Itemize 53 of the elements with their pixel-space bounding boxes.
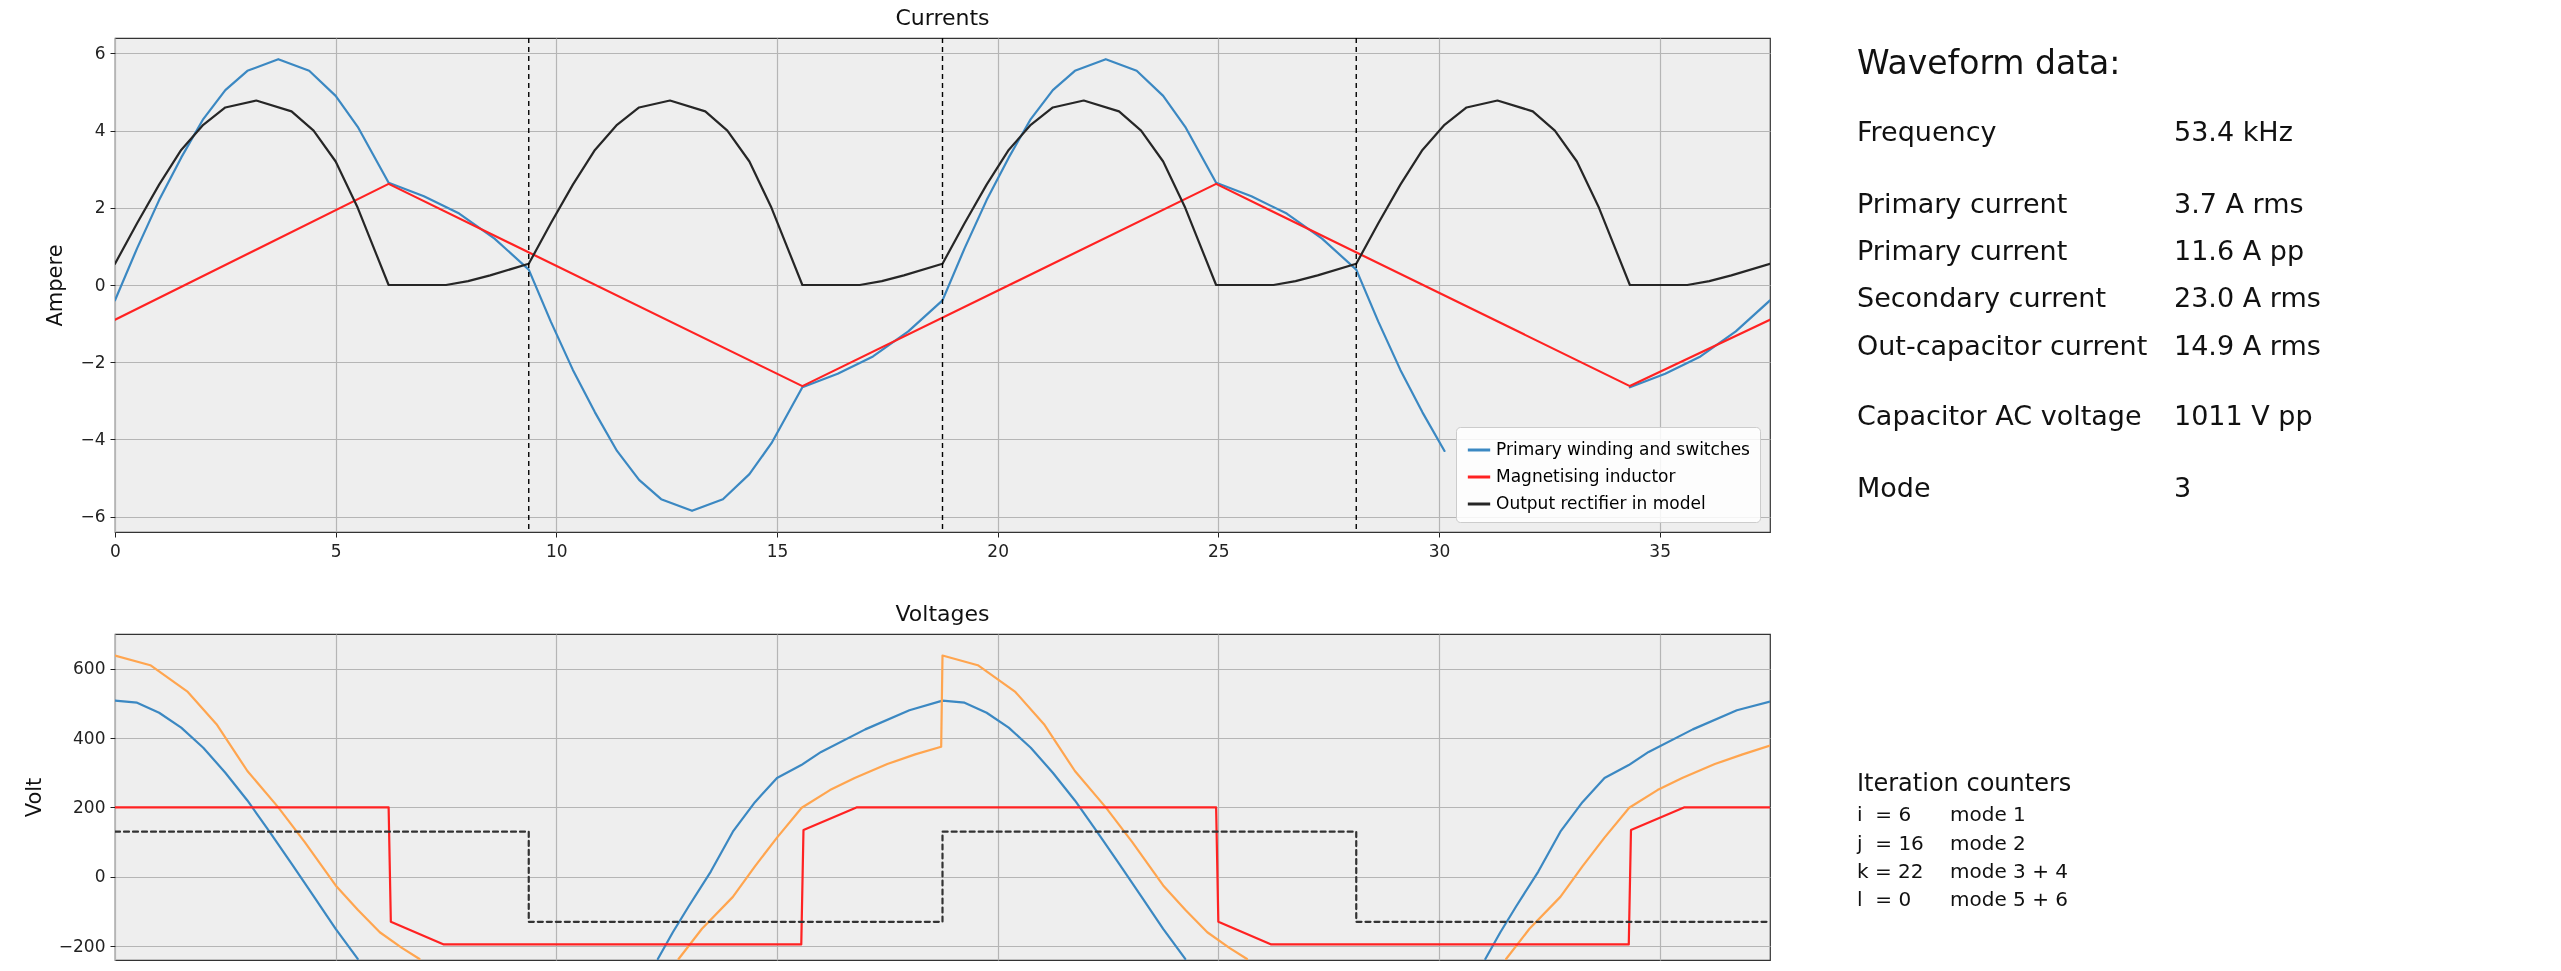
- text: 14.9 A rms: [2174, 329, 2321, 361]
- x-tick-label: 10: [546, 540, 568, 561]
- line-series: [115, 99, 1770, 287]
- text: k = 22: [1857, 859, 1924, 883]
- text: mode 2: [1950, 831, 2026, 855]
- y-tick-label: 6: [94, 42, 106, 63]
- y-tick-label: −2: [80, 351, 106, 372]
- text: Mode: [1857, 471, 1931, 503]
- y-tick-label: 2: [94, 197, 106, 218]
- y-tick-label: 0: [94, 274, 106, 295]
- legend-label: Magnetising inductor: [1496, 466, 1676, 486]
- x-tick-label: 0: [110, 540, 121, 561]
- x-tick-label: 5: [330, 540, 342, 561]
- text: Iteration counters: [1857, 769, 2072, 797]
- text: 1011 V pp: [2174, 399, 2313, 431]
- text: mode 1: [1950, 802, 2026, 826]
- legend-label: Primary winding and switches: [1496, 439, 1751, 459]
- y-tick-label: −200: [58, 935, 106, 956]
- text: 3: [2174, 471, 2192, 503]
- text: Primary current: [1857, 234, 2068, 266]
- y-tick-label: −6: [80, 506, 106, 527]
- text: Waveform data:: [1857, 42, 2121, 82]
- text: i = 6: [1857, 802, 1912, 826]
- x-tick-label: 30: [1428, 540, 1451, 561]
- text: mode 3 + 4: [1950, 859, 2068, 883]
- chart-title: Voltages: [895, 601, 990, 626]
- line-series: [115, 806, 1770, 946]
- text: Frequency: [1857, 115, 1997, 147]
- text: l = 0: [1857, 887, 1912, 911]
- chart-title: Currents: [895, 5, 990, 30]
- text: 3.7 A rms: [2174, 187, 2304, 219]
- text: Secondary current: [1857, 281, 2106, 313]
- y-tick-label: 4: [94, 120, 106, 141]
- x-tick-label: 25: [1208, 540, 1230, 561]
- y-tick-label: 600: [73, 658, 106, 679]
- x-tick-label: 20: [987, 540, 1009, 561]
- y-tick-label: 200: [73, 796, 106, 817]
- legend-label: Output rectifier in model: [1496, 493, 1706, 513]
- x-tick-label: 15: [766, 540, 789, 561]
- text: 11.6 A pp: [2174, 234, 2305, 266]
- y-axis-title: Volt: [21, 777, 46, 818]
- text: 53.4 kHz: [2174, 115, 2293, 147]
- text: j = 16: [1857, 831, 1924, 855]
- text: 23.0 A rms: [2174, 281, 2321, 313]
- text: Capacitor AC voltage: [1857, 399, 2142, 431]
- text: mode 5 + 6: [1950, 887, 2068, 911]
- text: Primary current: [1857, 187, 2068, 219]
- y-tick-label: 0: [94, 866, 106, 887]
- text: Out-capacitor current: [1857, 329, 2148, 361]
- y-tick-label: −4: [80, 428, 106, 449]
- y-axis-title: Ampere: [43, 244, 68, 327]
- y-tick-label: 400: [73, 727, 106, 748]
- x-tick-label: 35: [1649, 540, 1671, 561]
